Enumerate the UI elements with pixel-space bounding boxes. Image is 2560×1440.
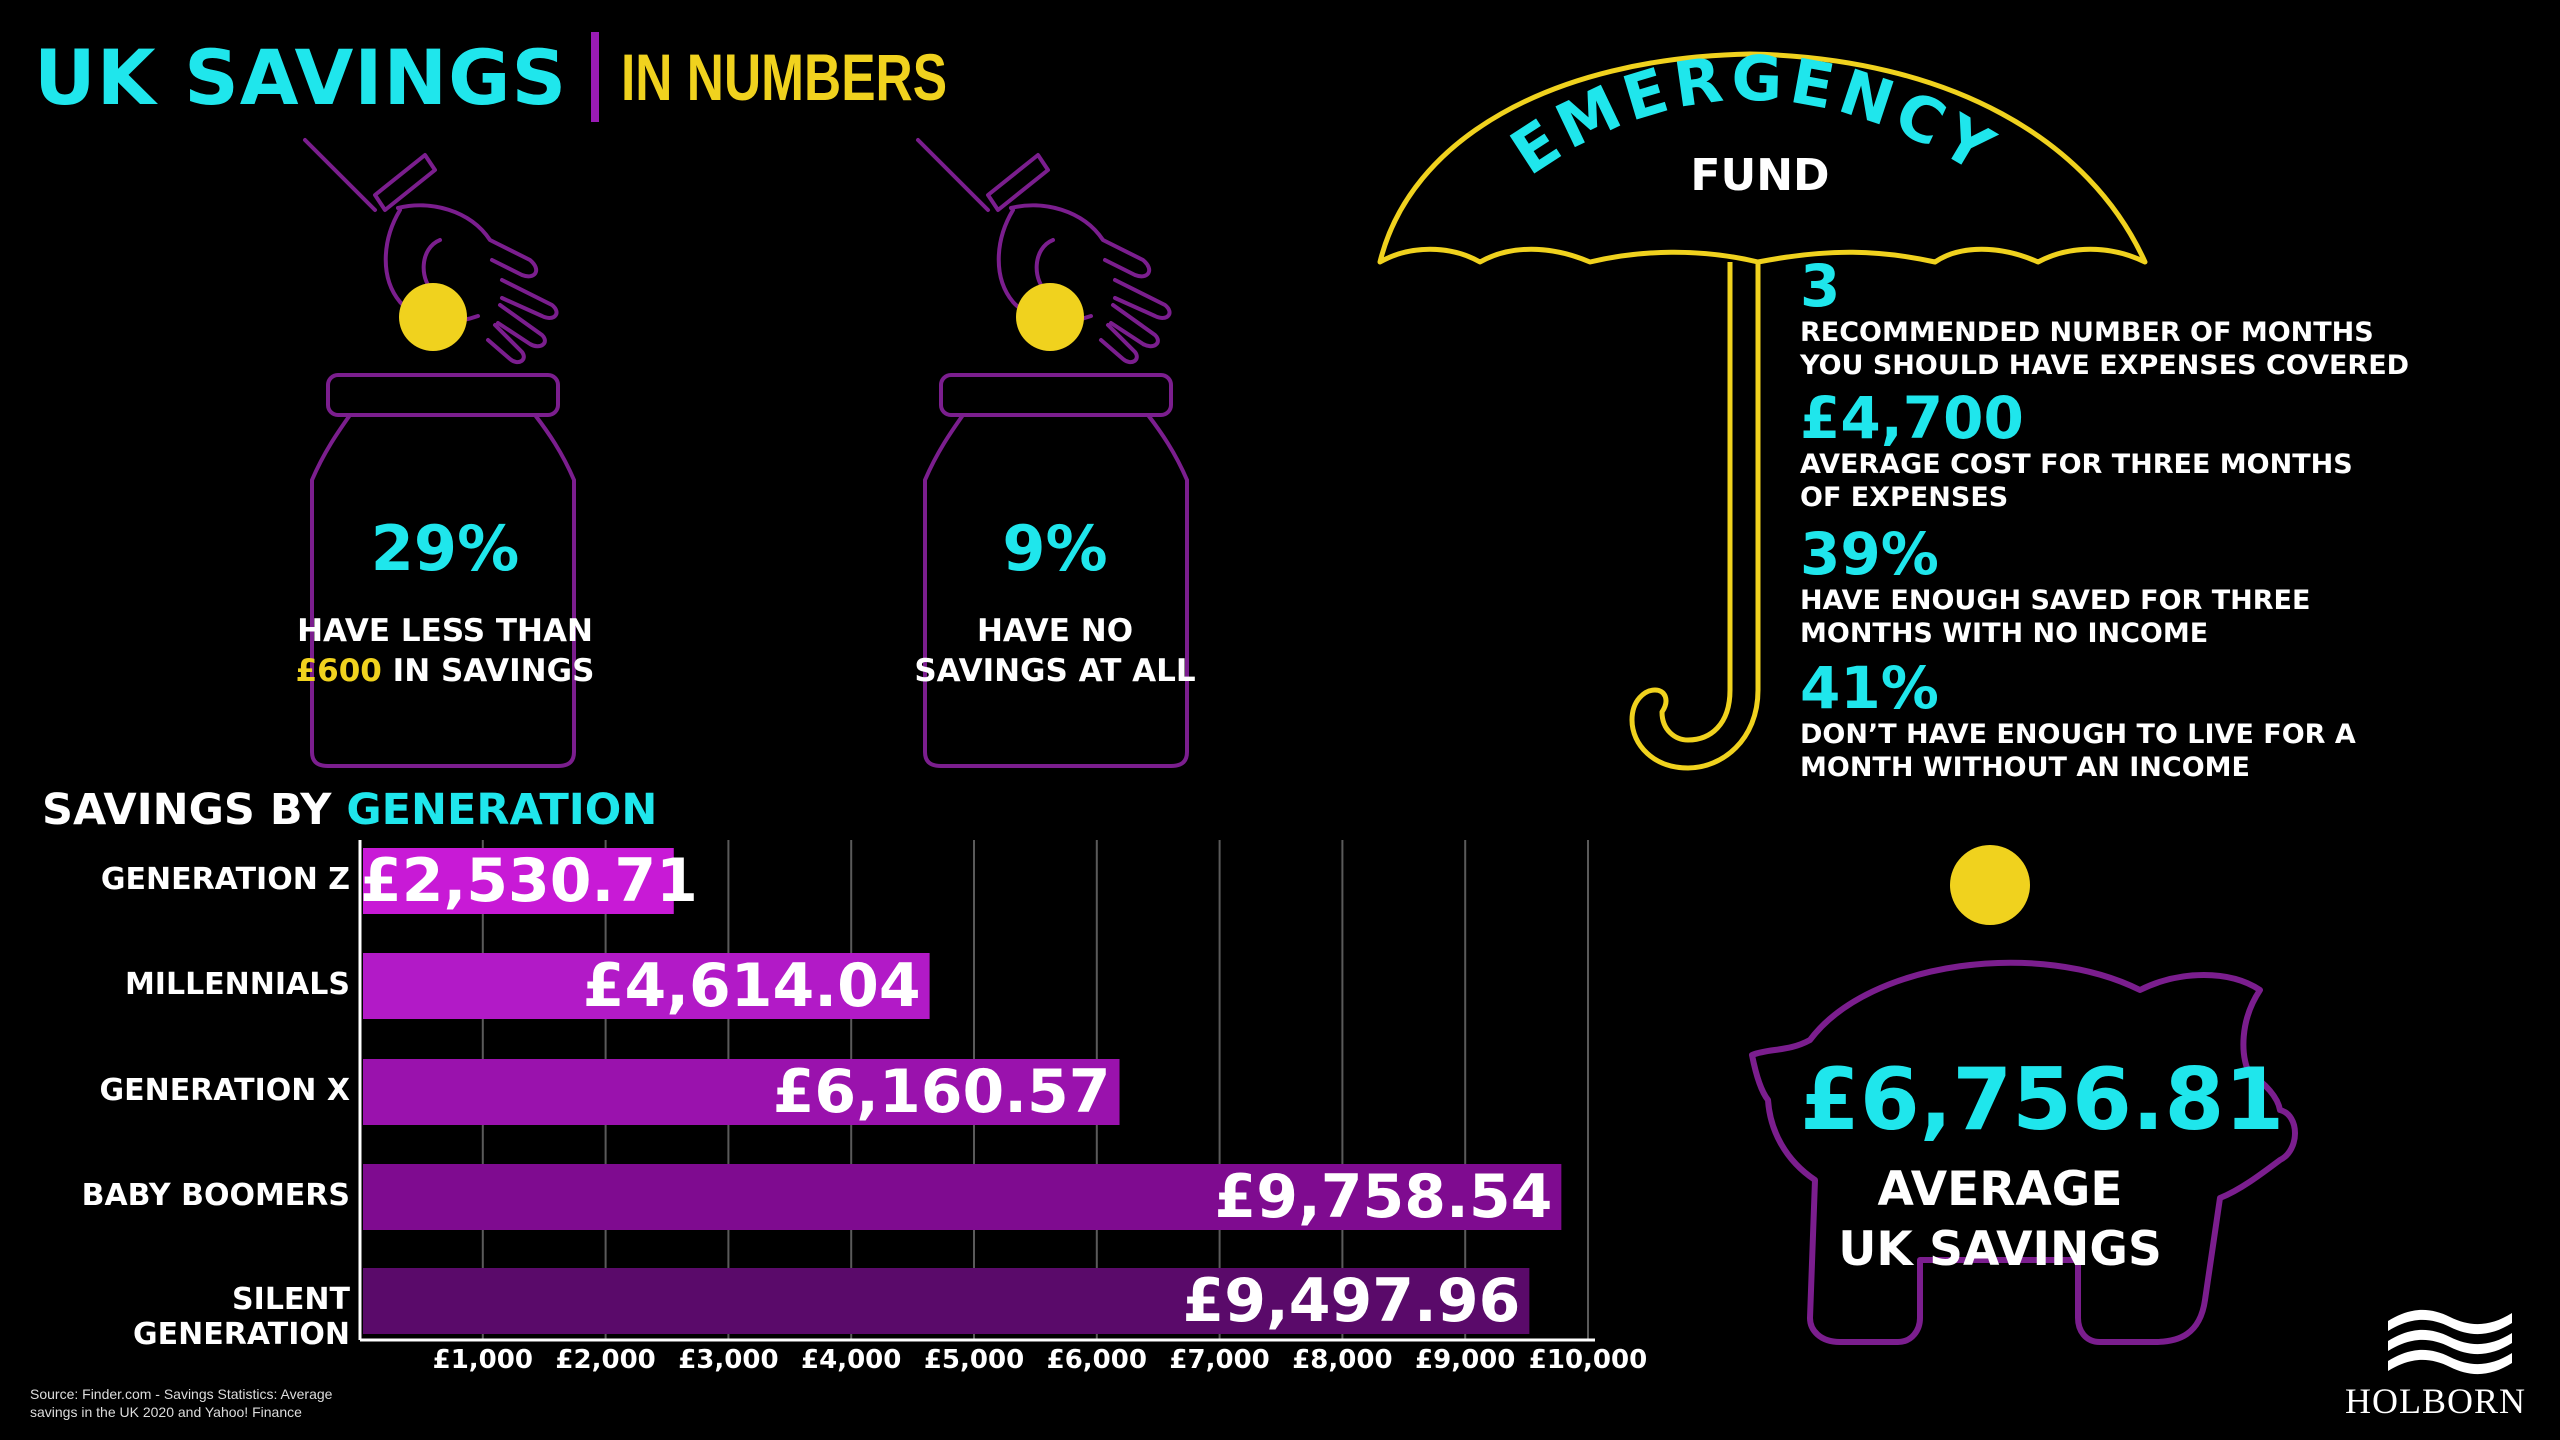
bar [363,953,930,1019]
chart-title-part1: SAVINGS BY [42,785,347,835]
chart-title-part2: GENERATION [346,785,658,835]
jar-desc-line: HAVE LESS THAN [297,613,593,649]
category-label: GENERATION Z [100,862,350,897]
fund-desc-line: MONTH WITHOUT AN INCOME [1800,752,2250,783]
jar-icon [310,373,576,768]
fund-stat-2: £4,700 AVERAGE COST FOR THREE MONTHS OF … [1800,388,2353,514]
x-tick-label: £3,000 [678,1345,779,1375]
x-tick-label: £10,000 [1528,1345,1648,1375]
fund-number: 3 [1800,252,1841,320]
fund-desc-line: MONTHS WITH NO INCOME [1800,618,2209,649]
jar-percentage: 9% [1002,512,1108,585]
x-tick-label: £8,000 [1292,1345,1393,1375]
page-subtitle: IN NUMBERS [621,40,948,114]
holborn-logo-icon [2388,1309,2512,1375]
coin-icon [1950,845,2030,925]
page-title: UK SAVINGS [34,32,568,122]
piggy-bank-icon [1749,959,2298,1345]
fund-stat-3: 39% HAVE ENOUGH SAVED FOR THREE MONTHS W… [1800,524,2310,650]
bar-value-label: £6,160.57 [772,1057,1111,1127]
jar-hand-graphic-1 [303,138,576,768]
average-savings-line: AVERAGE [1877,1162,2123,1217]
bar [363,1268,1530,1334]
jar-description: HAVE LESS THAN £600 IN SAVINGS [290,611,600,691]
jar-desc-line: SAVINGS AT ALL [914,653,1196,689]
umbrella-graphic: EMERGENCY FUND [1377,41,2148,771]
fund-stat-1: 3 RECOMMENDED NUMBER OF MONTHS YOU SHOUL… [1800,256,2409,382]
fund-desc-line: RECOMMENDED NUMBER OF MONTHS [1800,317,2374,348]
umbrella-icon [1377,51,2148,771]
bar-value-label: £2,530.71 [360,846,698,916]
bar-value-label: £9,758.54 [1214,1162,1553,1232]
source-line: savings in the UK 2020 and Yahoo! Financ… [30,1404,302,1420]
category-label: BABY BOOMERS [81,1178,350,1213]
average-savings-label: AVERAGE UK SAVINGS [1800,1160,2200,1280]
hand-icon [916,138,1172,364]
category-label: MILLENNIALS [124,967,350,1002]
bar-value-label: £9,497.96 [1182,1266,1521,1336]
x-tick-label: £9,000 [1415,1345,1516,1375]
x-tick-label: £4,000 [801,1345,902,1375]
bar [363,1059,1120,1125]
category-label: SILENT GENERATION [133,1282,350,1352]
bar [363,848,674,914]
bar-value-label: £4,614.04 [582,951,921,1021]
bar [363,1164,1562,1230]
jar-hand-graphic-2 [916,138,1189,768]
brand-name: HOLBORN [2345,1381,2527,1421]
average-savings-line: UK SAVINGS [1838,1222,2162,1277]
jar-desc-rest: IN SAVINGS [381,653,595,689]
fund-number: £4,700 [1800,384,2024,452]
umbrella-subtitle: FUND [1690,150,1829,201]
header: UK SAVINGS IN NUMBERS [34,22,1039,132]
jar-stat-1: 29% HAVE LESS THAN £600 IN SAVINGS [290,512,600,691]
x-tick-label: £1,000 [432,1345,533,1375]
x-tick-label: £6,000 [1046,1345,1147,1375]
fund-number: 39% [1800,520,1939,588]
x-tick-label: £7,000 [1169,1345,1270,1375]
source-line: Source: Finder.com - Savings Statistics:… [30,1386,333,1402]
fund-stat-4: 41% DON’T HAVE ENOUGH TO LIVE FOR A MONT… [1800,658,2356,784]
source-note: Source: Finder.com - Savings Statistics:… [30,1385,332,1421]
jar-desc-line: £600 IN SAVINGS [290,651,600,691]
fund-desc-line: DON’T HAVE ENOUGH TO LIVE FOR A [1800,719,2356,750]
jar-stat-2: 9% HAVE NO SAVINGS AT ALL [900,512,1210,691]
fund-number: 41% [1800,654,1939,722]
title-separator [591,32,600,122]
coin-icon [1016,283,1084,351]
fund-desc-line: AVERAGE COST FOR THREE MONTHS [1800,449,2353,480]
average-savings-value: £6,756.81 [1800,1050,2285,1150]
hand-icon [303,138,559,364]
jar-desc-accent: £600 [295,653,382,689]
jar-percentage: 29% [370,512,520,585]
jar-desc-line: HAVE NO [976,613,1134,649]
x-tick-label: £2,000 [555,1345,656,1375]
fund-desc-line: YOU SHOULD HAVE EXPENSES COVERED [1800,350,2410,381]
fund-desc-line: OF EXPENSES [1800,482,2009,513]
piggy-bank-graphic [1749,845,2298,1345]
jar-icon [923,373,1189,768]
chart-title: SAVINGS BY GENERATION [42,785,657,835]
savings-bar-chart [358,840,1595,1342]
jar-description: HAVE NO SAVINGS AT ALL [900,611,1210,691]
x-tick-label: £5,000 [923,1345,1025,1375]
fund-desc-line: HAVE ENOUGH SAVED FOR THREE [1800,585,2311,616]
category-label: GENERATION X [99,1073,350,1108]
coin-icon [399,283,467,351]
